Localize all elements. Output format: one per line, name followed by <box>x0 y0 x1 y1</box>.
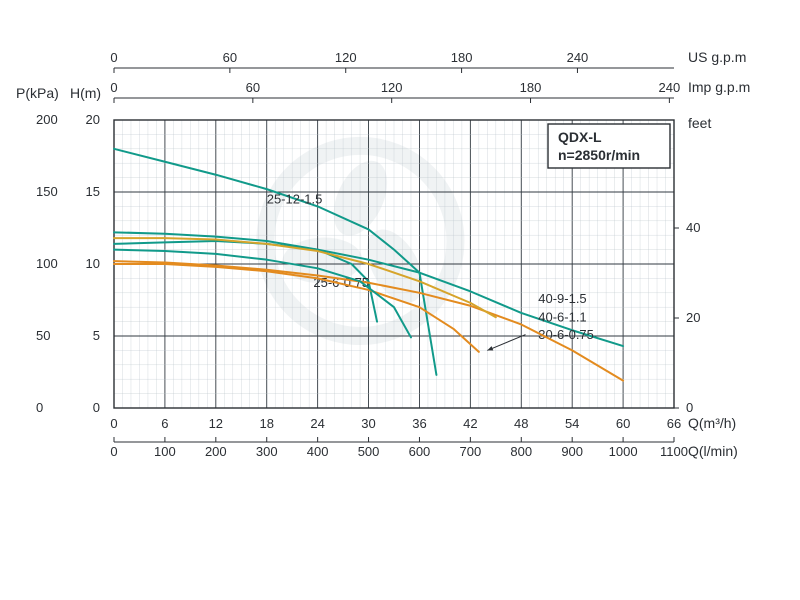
series-label: 40-9-1.5 <box>538 291 586 306</box>
tick-pkpa: 0 <box>36 400 43 415</box>
axis-label-feet: feet <box>688 115 711 131</box>
tick-qlmin: 900 <box>561 444 583 459</box>
tick-pkpa: 200 <box>36 112 58 127</box>
tick-pkpa: 50 <box>36 328 50 343</box>
axis-label-us-gpm: US g.p.m <box>688 49 746 65</box>
tick-qlmin: 600 <box>409 444 431 459</box>
tick-us-gpm: 180 <box>451 50 473 65</box>
tick-hm: 20 <box>86 112 100 127</box>
series-label: 25-12-1.5 <box>267 192 323 207</box>
tick-qm3h: 12 <box>209 416 223 431</box>
axis-label-qm3h: Q(m³/h) <box>688 415 736 431</box>
tick-feet: 40 <box>686 220 700 235</box>
tick-qm3h: 24 <box>310 416 324 431</box>
tick-qm3h: 36 <box>412 416 426 431</box>
tick-qm3h: 42 <box>463 416 477 431</box>
tick-hm: 5 <box>93 328 100 343</box>
tick-qm3h: 0 <box>110 416 117 431</box>
tick-qlmin: 0 <box>110 444 117 459</box>
tick-us-gpm: 0 <box>110 50 117 65</box>
tick-hm: 0 <box>93 400 100 415</box>
tick-feet: 0 <box>686 400 693 415</box>
tick-imp-gpm: 60 <box>246 80 260 95</box>
series-label: 40-6-1.1 <box>538 310 586 325</box>
axis-label-imp-gpm: Imp g.p.m <box>688 79 750 95</box>
tick-qlmin: 300 <box>256 444 278 459</box>
tick-qlmin: 1100 <box>660 444 688 459</box>
tick-pkpa: 150 <box>36 184 58 199</box>
info-box-line1: QDX-L <box>558 129 602 145</box>
tick-qm3h: 60 <box>616 416 630 431</box>
tick-qlmin: 100 <box>154 444 176 459</box>
tick-qm3h: 6 <box>161 416 168 431</box>
tick-qm3h: 48 <box>514 416 528 431</box>
axis-label-qlmin: Q(l/min) <box>688 443 738 459</box>
tick-imp-gpm: 240 <box>659 80 681 95</box>
tick-imp-gpm: 180 <box>520 80 542 95</box>
tick-imp-gpm: 120 <box>381 80 403 95</box>
tick-feet: 20 <box>686 310 700 325</box>
info-box-line2: n=2850r/min <box>558 147 640 163</box>
tick-pkpa: 100 <box>36 256 58 271</box>
tick-us-gpm: 120 <box>335 50 357 65</box>
watermark-logo <box>265 146 455 336</box>
tick-qlmin: 700 <box>460 444 482 459</box>
tick-qm3h: 66 <box>667 416 681 431</box>
tick-hm: 15 <box>86 184 100 199</box>
tick-us-gpm: 60 <box>223 50 237 65</box>
tick-imp-gpm: 0 <box>110 80 117 95</box>
axis-label-pkpa: P(kPa) <box>16 85 59 101</box>
pump-curve-chart: 060120180240US g.p.m060120180240Imp g.p.… <box>0 0 800 600</box>
tick-us-gpm: 240 <box>567 50 589 65</box>
tick-qlmin: 1000 <box>609 444 638 459</box>
tick-qm3h: 18 <box>259 416 273 431</box>
axis-label-hm: H(m) <box>70 85 101 101</box>
tick-qlmin: 200 <box>205 444 227 459</box>
series-label: 30-6-0.75 <box>538 327 594 342</box>
tick-qm3h: 30 <box>361 416 375 431</box>
tick-qm3h: 54 <box>565 416 579 431</box>
tick-qlmin: 800 <box>510 444 532 459</box>
tick-qlmin: 500 <box>358 444 380 459</box>
tick-qlmin: 400 <box>307 444 329 459</box>
tick-hm: 10 <box>86 256 100 271</box>
